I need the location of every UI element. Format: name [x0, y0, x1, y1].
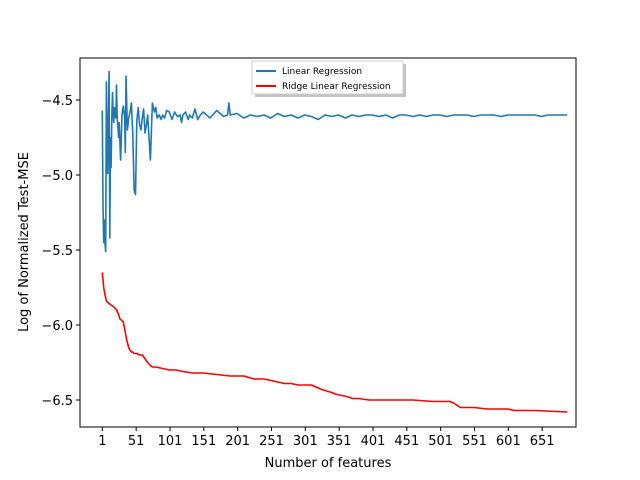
- y-axis-label: Log of Normalized Test-MSE: [17, 152, 32, 332]
- x-axis-label: Number of features: [265, 456, 392, 471]
- x-tick-label: 451: [394, 434, 419, 449]
- x-tick-label: 201: [225, 434, 250, 449]
- y-tick-label: −5.5: [41, 244, 73, 259]
- x-tick-label: 301: [293, 434, 318, 449]
- y-axis: −6.5 −6.0 −5.5 −5.0 −4.5: [41, 94, 80, 409]
- legend: Linear Regression Ridge Linear Regressio…: [251, 60, 406, 97]
- x-tick-label: 151: [191, 434, 216, 449]
- y-tick-label: −6.5: [41, 394, 73, 409]
- x-tick-label: 51: [128, 434, 145, 449]
- y-tick-label: −6.0: [41, 319, 73, 334]
- x-tick-label: 101: [158, 434, 183, 449]
- x-tick-label: 251: [259, 434, 284, 449]
- x-tick-label: 601: [496, 434, 521, 449]
- y-tick-label: −5.0: [41, 169, 73, 184]
- y-tick-label: −4.5: [41, 94, 73, 109]
- series-line-ridge-linear-regression: [101, 272, 568, 413]
- series-line-linear-regression: [101, 70, 568, 253]
- plot-background: [80, 58, 576, 427]
- plot-frame: [79, 57, 577, 428]
- x-tick-label: 401: [361, 434, 386, 449]
- legend-box: [251, 60, 404, 95]
- legend-label-linear-regression: Linear Regression: [282, 67, 362, 77]
- x-axis: 1 51 101 151 201 251 301 351 401 451 501 551 601 651: [98, 427, 555, 449]
- x-tick-label: 501: [428, 434, 453, 449]
- x-tick-label: 651: [530, 434, 555, 449]
- series-layer: [101, 70, 568, 413]
- x-tick-label: 551: [462, 434, 487, 449]
- legend-label-ridge-linear-regression: Ridge Linear Regression: [282, 82, 391, 92]
- x-tick-label: 351: [327, 434, 352, 449]
- x-tick-label: 1: [98, 434, 106, 449]
